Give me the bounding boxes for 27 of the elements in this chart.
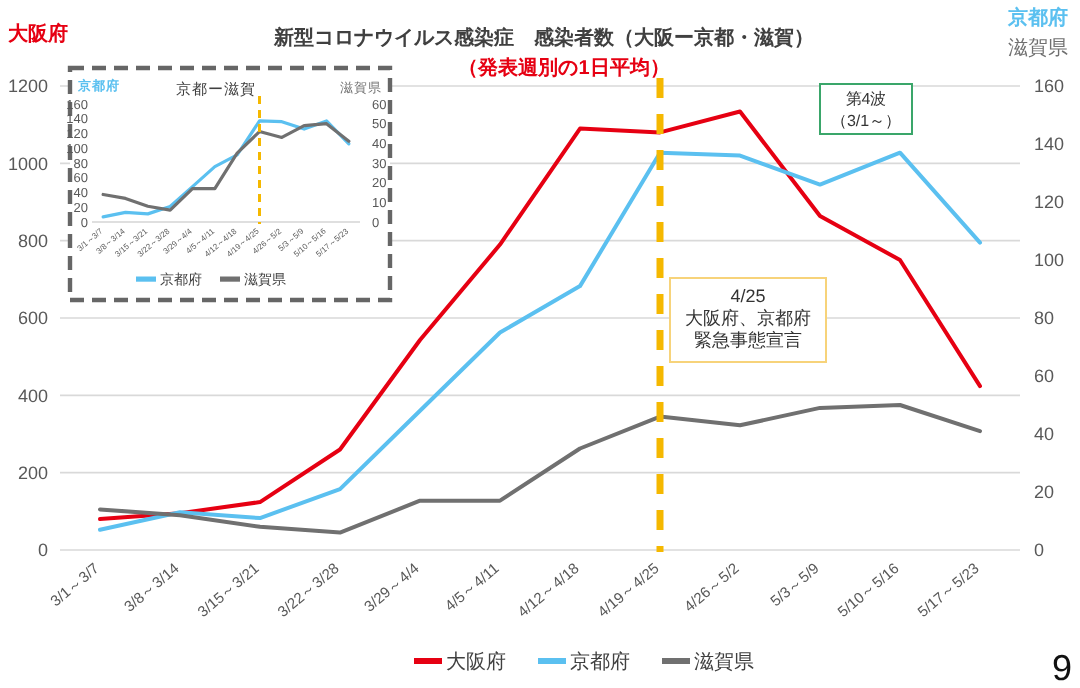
ref-line-label: 4/25 大阪府、京都府緊急事態宣言 [685,286,811,350]
y2-tick-label: 160 [1034,76,1065,97]
y2-tick-label: 60 [1034,366,1055,387]
y2-tick-label: 20 [1034,482,1055,503]
y-tick-label: 1000 [7,153,48,174]
y-tick-label: 400 [17,385,48,406]
text: 9 [1051,648,1072,688]
y-tick-label: 800 [17,230,48,251]
chart-subtitle: （発表週別の1日平均） [458,56,670,80]
y2-tick-label: 40 [1034,424,1055,445]
y2-tick-label: 100 [1034,250,1065,271]
y2-tick-label: 140 [1034,134,1065,155]
line-series [98,403,982,535]
annotation: 第4波（3/1～） [830,90,902,130]
y2-tick-label: 120 [1034,192,1065,213]
y-tick-label: 200 [17,462,48,483]
legend-label: 京都府 [570,650,630,674]
y-tick-label: 600 [17,308,48,329]
y-tick-label: 1200 [7,76,48,97]
y-axis-title: 大阪府 [6,22,68,46]
legend-label: 滋賀県 [694,650,754,674]
y2-axis-title: 京都府滋賀県 [1006,6,1068,60]
y2-tick-label: 0 [1034,540,1045,561]
chart-title: 新型コロナウイルス感染症 感染者数（大阪ー京都・滋賀） [272,26,814,50]
y-tick-label: 0 [37,540,48,561]
y2-tick-label: 80 [1034,308,1055,329]
legend-label: 大阪府 [446,650,506,674]
